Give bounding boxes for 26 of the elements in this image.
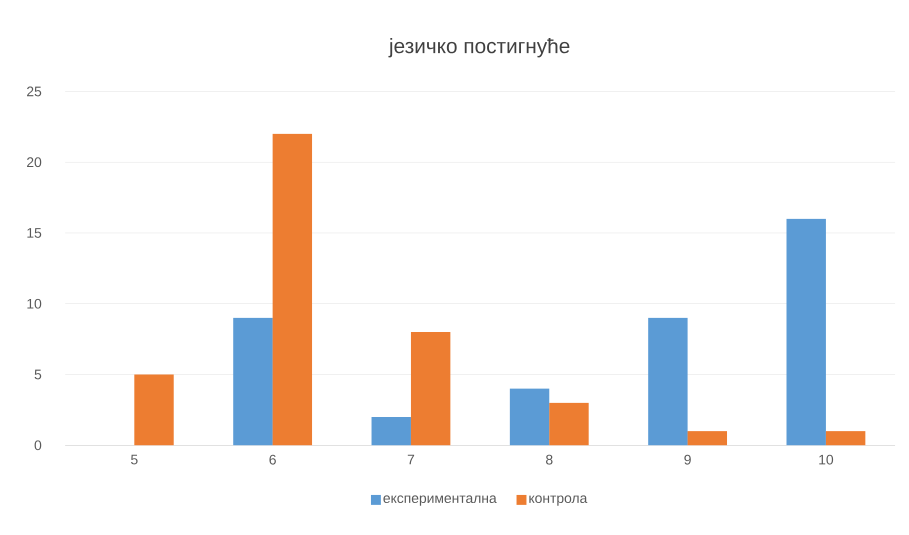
y-tick-label: 25	[27, 86, 42, 96]
bar	[549, 402, 589, 446]
y-tick-label: 15	[27, 228, 42, 238]
legend-label: контрола	[529, 496, 588, 506]
x-tick-label: 7	[408, 454, 414, 464]
bar	[233, 318, 273, 446]
x-tick-label: 9	[684, 454, 691, 465]
legend-label: експериментална	[383, 496, 497, 506]
y-tick-label: 10	[27, 298, 42, 309]
bar	[410, 332, 450, 446]
bar	[826, 431, 866, 446]
x-tick-label: 6	[269, 454, 276, 465]
x-tick-label: 5	[131, 454, 138, 465]
bar	[648, 318, 688, 446]
bar	[372, 417, 411, 446]
bar	[134, 374, 174, 446]
bar	[786, 218, 826, 446]
x-tick-label: 10	[819, 454, 834, 465]
bar	[688, 431, 728, 446]
bar	[510, 388, 550, 446]
y-tick-label: 0	[34, 440, 42, 450]
bar	[272, 134, 312, 446]
y-tick-label: 5	[34, 370, 42, 380]
chart-title: језичко постигнуће	[388, 38, 570, 58]
y-tick-label: 20	[27, 157, 42, 168]
x-tick-label: 8	[546, 454, 553, 465]
